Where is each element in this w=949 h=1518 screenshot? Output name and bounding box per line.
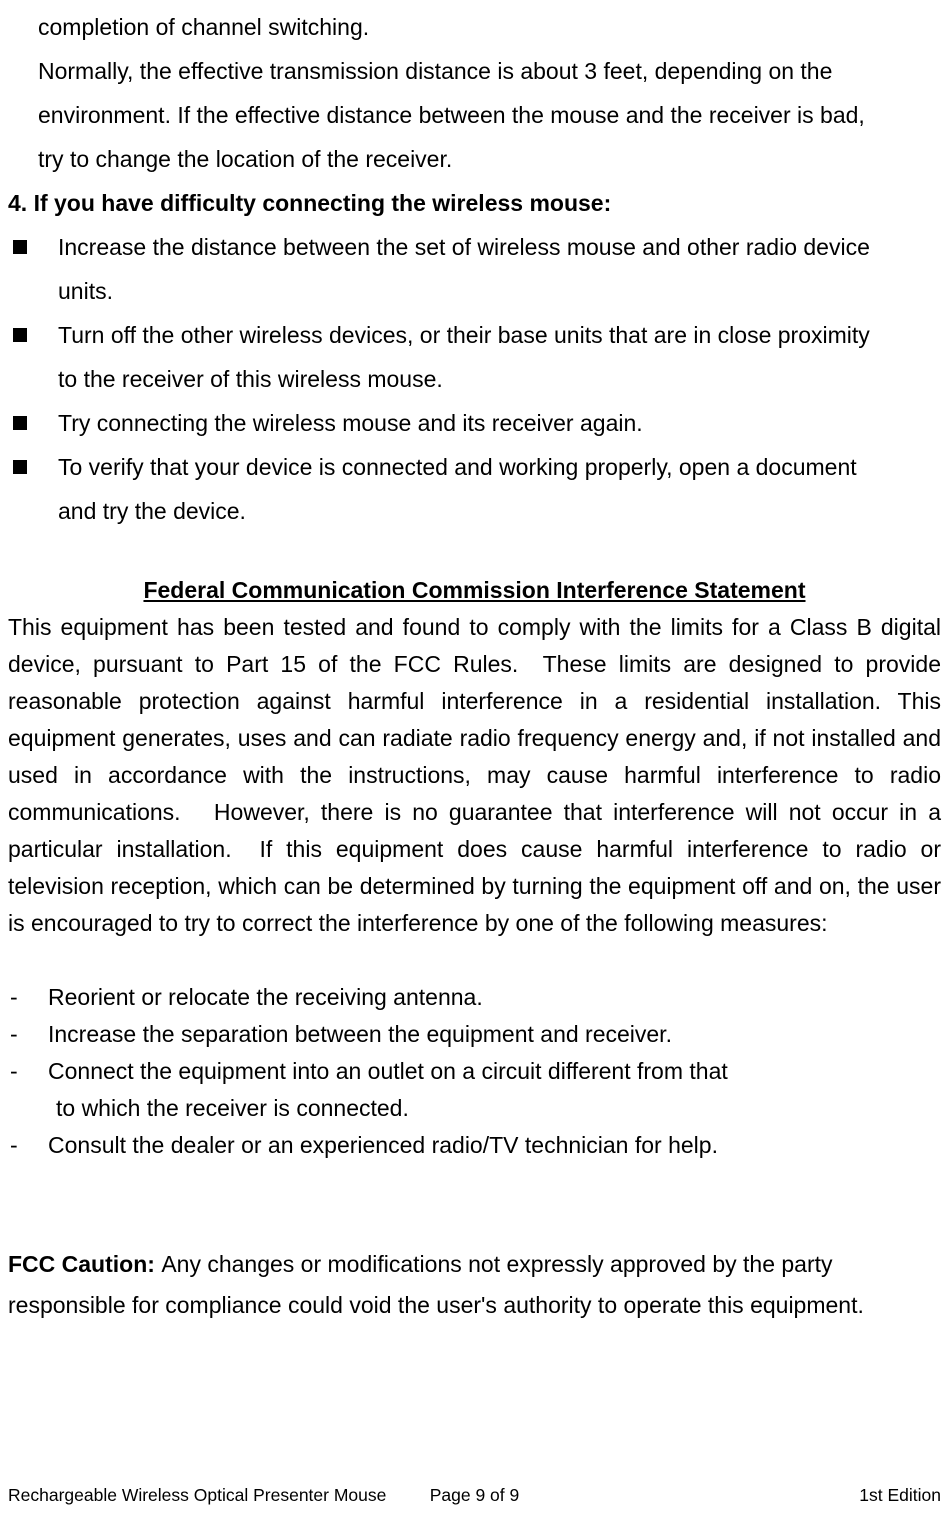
bullet-text: Increase the distance between the set of… [58, 225, 870, 269]
fcc-caution-text: Any changes or modifications not express… [161, 1251, 832, 1277]
bullet-item: Try connecting the wireless mouse and it… [8, 401, 941, 445]
spacer [8, 942, 941, 979]
dash-text: Reorient or relocate the receiving anten… [48, 979, 483, 1016]
footer-left: Rechargeable Wireless Optical Presenter … [8, 1485, 386, 1506]
dash-bullet-icon: - [8, 979, 48, 1016]
footer-right: 1st Edition [859, 1485, 941, 1506]
bullet-text: To verify that your device is connected … [58, 445, 857, 489]
dash-item: - Consult the dealer or an experienced r… [8, 1127, 941, 1164]
document-content: completion of channel switching. Normall… [8, 0, 941, 1326]
intro-line: environment. If the effective distance b… [8, 93, 941, 137]
bullet-text-cont: to the receiver of this wireless mouse. [8, 357, 941, 401]
bullet-text-cont: and try the device. [8, 489, 941, 533]
dash-item: - Connect the equipment into an outlet o… [8, 1053, 941, 1090]
square-bullet-icon [13, 328, 27, 342]
fcc-caution-label: FCC Caution: [8, 1251, 161, 1277]
dash-text: Consult the dealer or an experienced rad… [48, 1127, 718, 1164]
page-footer: Rechargeable Wireless Optical Presenter … [8, 1485, 941, 1506]
fcc-caution-text-cont: responsible for compliance could void th… [8, 1285, 941, 1326]
intro-line: try to change the location of the receiv… [8, 137, 941, 181]
fcc-caution-paragraph: FCC Caution: Any changes or modification… [8, 1244, 941, 1285]
square-bullet-icon [13, 460, 27, 474]
spacer [8, 1164, 941, 1244]
bullet-item: Turn off the other wireless devices, or … [8, 313, 941, 357]
dash-bullet-icon: - [8, 1127, 48, 1164]
dash-bullet-icon: - [8, 1016, 48, 1053]
intro-line: completion of channel switching. [8, 5, 941, 49]
bullet-text: Turn off the other wireless devices, or … [58, 313, 870, 357]
dash-bullet-icon: - [8, 1053, 48, 1090]
dash-text-cont: to which the receiver is connected. [8, 1090, 941, 1127]
bullet-item: Increase the distance between the set of… [8, 225, 941, 269]
footer-page-number: Page 9 of 9 [430, 1485, 520, 1506]
dash-text: Connect the equipment into an outlet on … [48, 1053, 728, 1090]
intro-line: Normally, the effective transmission dis… [8, 49, 941, 93]
section-4-heading: 4. If you have difficulty connecting the… [8, 181, 941, 225]
bullet-text-cont: units. [8, 269, 941, 313]
spacer [8, 533, 941, 577]
square-bullet-icon [13, 416, 27, 430]
fcc-statement-title: Federal Communication Commission Interfe… [8, 577, 941, 604]
dash-text: Increase the separation between the equi… [48, 1016, 672, 1053]
bullet-item: To verify that your device is connected … [8, 445, 941, 489]
fcc-statement-body: This equipment has been tested and found… [8, 609, 941, 942]
dash-item: - Reorient or relocate the receiving ant… [8, 979, 941, 1016]
square-bullet-icon [13, 240, 27, 254]
dash-item: - Increase the separation between the eq… [8, 1016, 941, 1053]
bullet-text: Try connecting the wireless mouse and it… [58, 401, 643, 445]
